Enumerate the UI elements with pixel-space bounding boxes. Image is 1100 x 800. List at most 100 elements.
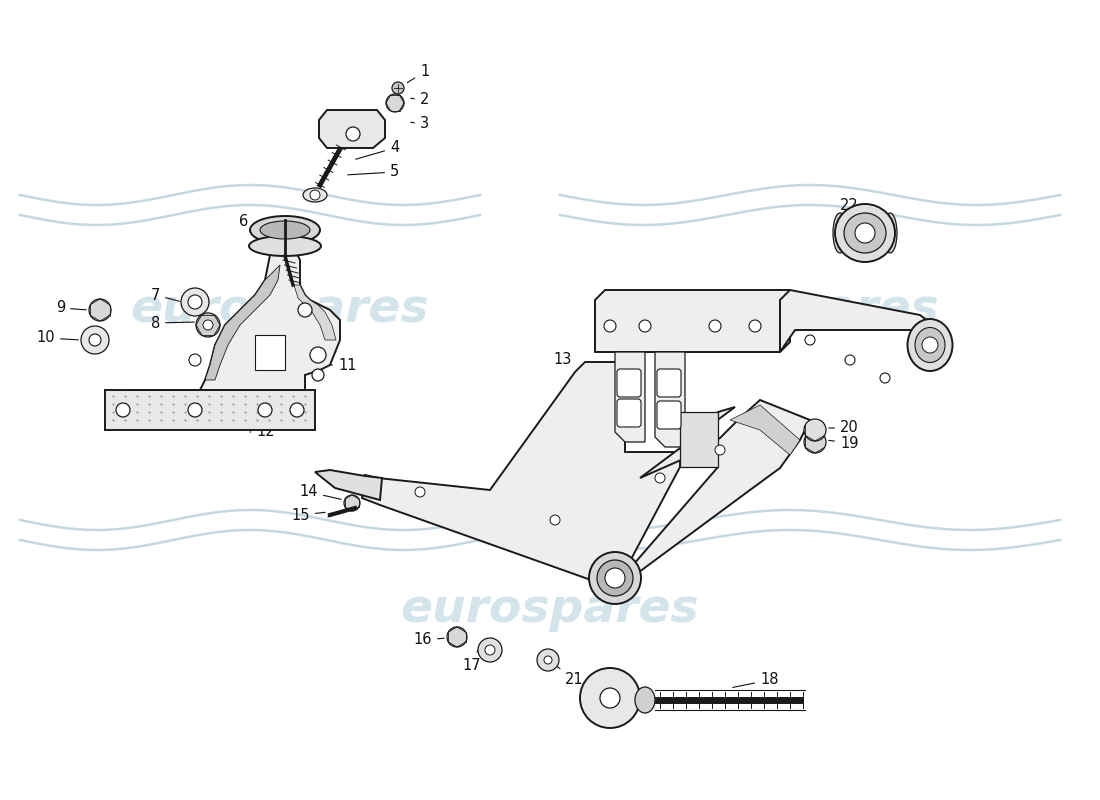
Ellipse shape [833,213,847,253]
Text: 22: 22 [840,198,859,218]
Text: 2: 2 [410,93,429,107]
Polygon shape [595,290,790,352]
Polygon shape [620,400,810,580]
Circle shape [312,369,324,381]
Text: eurospares: eurospares [131,287,429,333]
Polygon shape [654,352,685,447]
Ellipse shape [260,221,310,239]
Circle shape [310,347,326,363]
Circle shape [537,649,559,671]
FancyBboxPatch shape [104,390,315,430]
Circle shape [188,295,202,309]
Circle shape [188,403,202,417]
Ellipse shape [844,213,886,253]
Polygon shape [205,265,280,380]
Ellipse shape [835,204,895,262]
Circle shape [880,373,890,383]
Circle shape [310,190,320,200]
Ellipse shape [915,327,945,362]
Text: 8: 8 [151,315,195,330]
Text: 1: 1 [407,65,429,82]
Text: 17: 17 [592,701,611,727]
Circle shape [447,627,468,647]
Circle shape [415,487,425,497]
Circle shape [196,313,220,337]
Ellipse shape [302,188,327,202]
Text: 7: 7 [151,287,179,302]
Circle shape [344,495,360,511]
Polygon shape [615,352,645,442]
Circle shape [805,335,815,345]
Circle shape [654,473,666,483]
Circle shape [89,299,111,321]
Circle shape [182,288,209,316]
Text: eurospares: eurospares [640,287,939,333]
Text: 14: 14 [299,485,341,499]
Text: 20: 20 [828,421,859,435]
Text: 3: 3 [410,117,429,131]
Text: 19: 19 [828,435,858,450]
Text: 5: 5 [348,165,399,179]
Circle shape [298,303,312,317]
Text: 13: 13 [553,353,606,389]
Circle shape [189,354,201,366]
Circle shape [116,403,130,417]
Circle shape [804,431,826,453]
Circle shape [81,326,109,354]
Circle shape [392,82,404,94]
Circle shape [600,688,620,708]
Circle shape [855,223,875,243]
Circle shape [639,320,651,332]
Circle shape [290,403,304,417]
Ellipse shape [346,127,360,141]
Circle shape [922,337,938,353]
Circle shape [204,320,213,330]
Ellipse shape [588,552,641,604]
Polygon shape [294,285,335,340]
Text: 11: 11 [318,358,356,373]
Circle shape [580,668,640,728]
Ellipse shape [635,687,654,713]
Text: 9: 9 [56,301,86,315]
Circle shape [749,320,761,332]
Circle shape [89,334,101,346]
Ellipse shape [250,216,320,244]
Text: 21: 21 [551,662,584,687]
Circle shape [258,403,272,417]
Ellipse shape [249,236,321,256]
Polygon shape [130,245,340,390]
FancyBboxPatch shape [617,399,641,427]
Circle shape [550,515,560,525]
Text: 15: 15 [292,507,326,522]
Text: 10: 10 [36,330,78,346]
FancyBboxPatch shape [657,401,681,429]
Circle shape [804,419,826,441]
Text: 16: 16 [414,633,444,647]
Circle shape [845,355,855,365]
Polygon shape [315,470,382,500]
Circle shape [715,445,725,455]
Text: eurospares: eurospares [400,587,700,633]
Polygon shape [362,362,680,585]
FancyBboxPatch shape [657,369,681,397]
Circle shape [544,656,552,664]
Polygon shape [780,290,940,352]
Polygon shape [319,110,385,148]
Text: 12: 12 [250,425,275,439]
Circle shape [605,568,625,588]
Text: 17: 17 [462,650,481,673]
Circle shape [386,94,404,112]
Ellipse shape [908,319,953,371]
Polygon shape [255,335,285,370]
Circle shape [604,320,616,332]
Text: 4: 4 [355,141,399,159]
Text: 18: 18 [733,673,779,687]
FancyBboxPatch shape [617,369,641,397]
Circle shape [710,320,720,332]
Text: 6: 6 [239,214,261,230]
Bar [680,412,718,467]
Polygon shape [730,405,800,455]
Ellipse shape [597,560,632,596]
Circle shape [478,638,502,662]
Circle shape [485,645,495,655]
